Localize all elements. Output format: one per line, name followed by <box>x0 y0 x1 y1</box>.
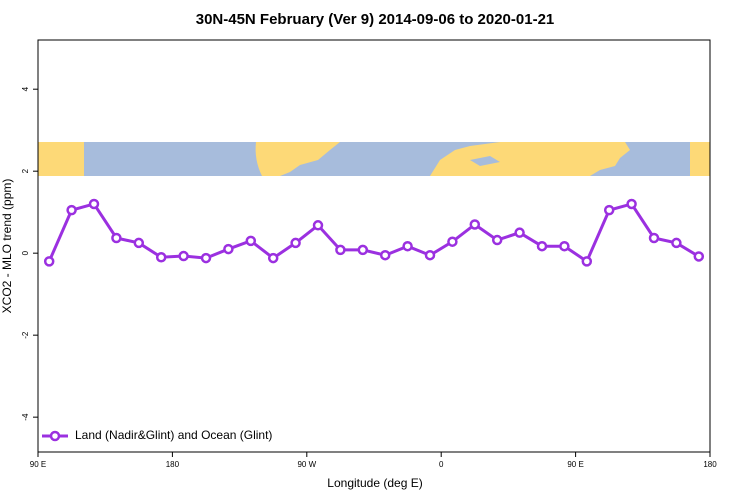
data-point <box>155 252 167 263</box>
x-axis-label: Longitude (deg E) <box>327 476 422 490</box>
data-point <box>626 198 637 210</box>
data-point <box>66 204 77 216</box>
data-point <box>536 240 548 252</box>
data-point <box>424 249 436 261</box>
data-point <box>402 240 413 252</box>
data-point <box>335 244 346 256</box>
data-point <box>379 249 391 261</box>
data-point <box>200 252 212 264</box>
data-point <box>111 232 122 244</box>
data-point <box>357 244 369 256</box>
map-strip <box>38 142 710 176</box>
data-line <box>47 202 700 264</box>
y-tick-label: -4 <box>21 413 30 421</box>
x-tick-label: 90 E <box>567 460 583 469</box>
data-point <box>267 252 279 264</box>
data-point <box>43 256 55 267</box>
data-point <box>312 220 324 231</box>
y-tick-label: 0 <box>21 250 30 255</box>
y-axis-label: XCO2 - MLO trend (ppm) <box>0 179 14 314</box>
data-point <box>223 243 234 255</box>
data-point <box>581 256 593 267</box>
data-point <box>447 236 458 247</box>
y-tick-label: 2 <box>21 168 30 173</box>
data-point <box>693 251 705 262</box>
data-point <box>648 232 660 244</box>
data-point <box>514 227 525 238</box>
y-tick-label: 4 <box>21 86 30 91</box>
data-point <box>88 198 100 210</box>
legend-label: Land (Nadir&Glint) and Ocean (Glint) <box>75 428 272 442</box>
x-tick-label: 90 W <box>297 460 316 469</box>
chart-title: 30N-45N February (Ver 9) 2014-09-06 to 2… <box>196 11 555 28</box>
data-point <box>671 237 682 249</box>
x-tick-label: 0 <box>439 460 444 469</box>
data-point <box>290 237 301 249</box>
data-point <box>178 250 189 262</box>
data-point <box>603 204 615 216</box>
data-point <box>559 240 570 252</box>
data-point <box>245 235 257 247</box>
data-point <box>491 234 503 246</box>
legend-marker <box>49 430 61 442</box>
x-tick-label: 180 <box>166 460 180 469</box>
y-tick-label: -2 <box>21 331 30 339</box>
x-tick-label: 90 E <box>30 460 46 469</box>
data-point <box>469 219 481 230</box>
x-tick-label: 180 <box>703 460 717 469</box>
plot-frame <box>37 39 711 453</box>
data-point <box>133 237 145 249</box>
